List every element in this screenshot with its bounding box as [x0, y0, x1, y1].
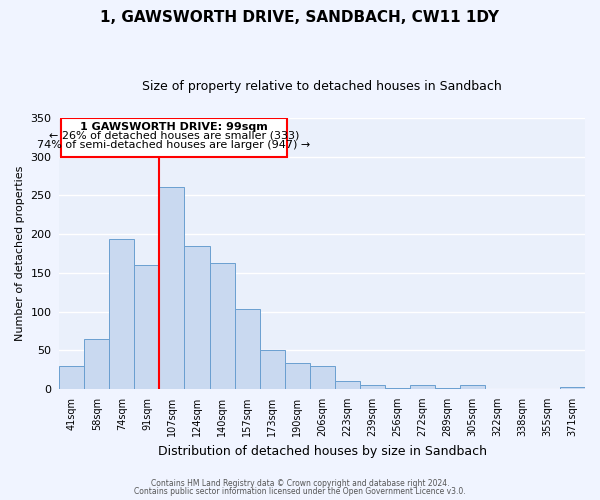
Bar [134, 265, 160, 389]
Bar [435, 388, 460, 389]
Bar [385, 388, 410, 389]
Text: Contains public sector information licensed under the Open Government Licence v3: Contains public sector information licen… [134, 487, 466, 496]
Bar [184, 246, 209, 389]
Text: 1, GAWSWORTH DRIVE, SANDBACH, CW11 1DY: 1, GAWSWORTH DRIVE, SANDBACH, CW11 1DY [101, 10, 499, 25]
Bar [360, 385, 385, 389]
Bar [59, 366, 85, 389]
Bar [310, 366, 335, 389]
Text: Contains HM Land Registry data © Crown copyright and database right 2024.: Contains HM Land Registry data © Crown c… [151, 478, 449, 488]
Title: Size of property relative to detached houses in Sandbach: Size of property relative to detached ho… [142, 80, 502, 93]
Bar [209, 262, 235, 389]
Bar [560, 388, 585, 389]
Text: ← 26% of detached houses are smaller (333): ← 26% of detached houses are smaller (33… [49, 131, 299, 141]
Bar [284, 364, 310, 389]
Text: 74% of semi-detached houses are larger (947) →: 74% of semi-detached houses are larger (… [37, 140, 310, 150]
Bar [460, 385, 485, 389]
Bar [410, 385, 435, 389]
Text: 1 GAWSWORTH DRIVE: 99sqm: 1 GAWSWORTH DRIVE: 99sqm [80, 122, 268, 132]
Bar [160, 187, 184, 389]
Bar [109, 240, 134, 389]
Bar [335, 380, 360, 389]
Bar [235, 309, 260, 389]
Bar [85, 338, 109, 389]
Bar [260, 350, 284, 389]
Y-axis label: Number of detached properties: Number of detached properties [15, 166, 25, 341]
X-axis label: Distribution of detached houses by size in Sandbach: Distribution of detached houses by size … [158, 444, 487, 458]
Bar [61, 118, 287, 156]
